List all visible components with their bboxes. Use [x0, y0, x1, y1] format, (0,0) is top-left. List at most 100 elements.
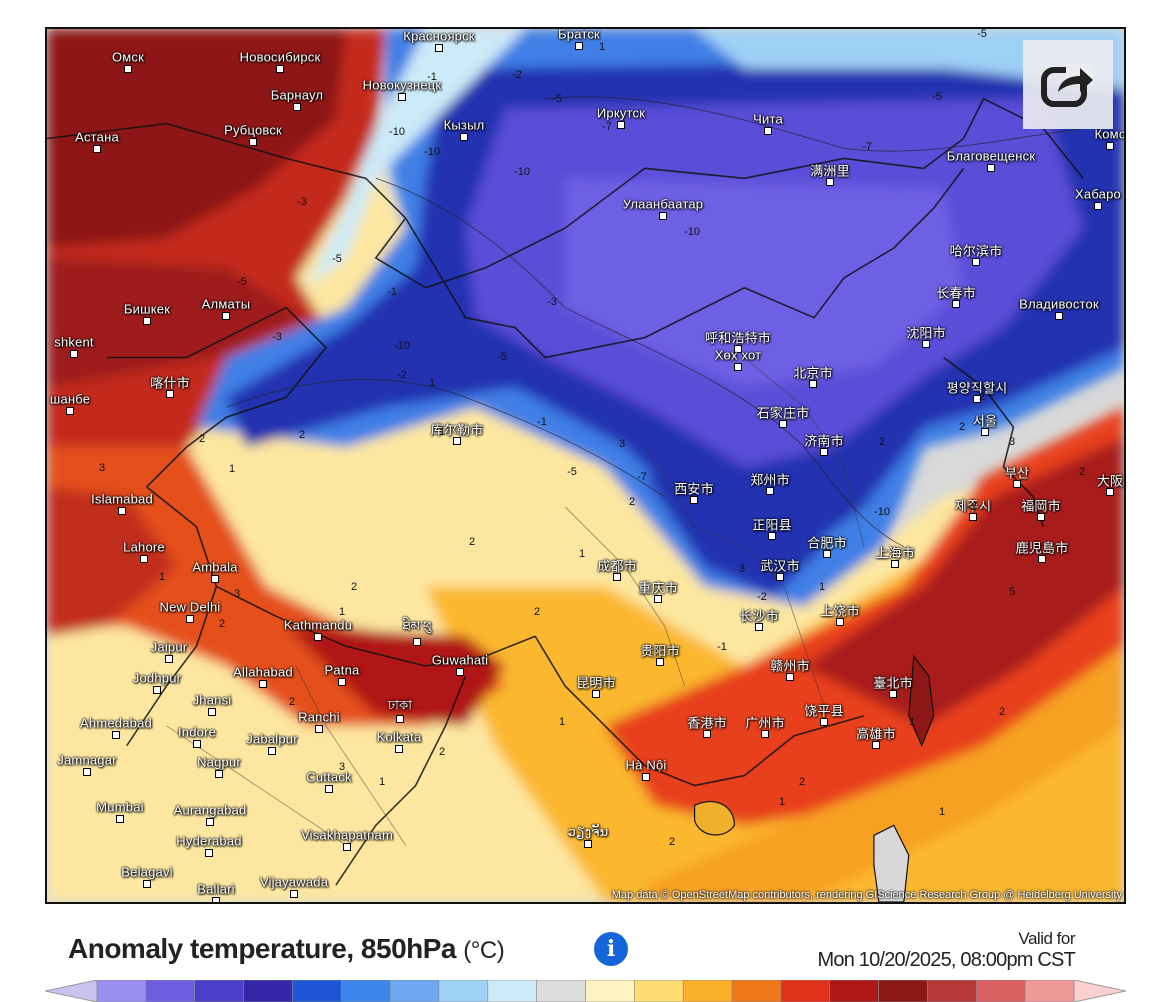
contour-label: 1 — [938, 806, 946, 818]
city-marker — [66, 407, 74, 415]
city-marker — [124, 65, 132, 73]
place-irkutsk: Иркутск — [596, 105, 646, 121]
contour-label: -1 — [427, 71, 437, 83]
city-marker — [343, 843, 351, 851]
place-krasnoyarsk: Красноярск — [403, 28, 475, 44]
scale-swatch — [389, 980, 440, 1002]
place-jeju: 제주시 — [954, 498, 992, 514]
scale-swatch — [243, 980, 293, 1002]
contour-label: 2 — [958, 421, 966, 433]
contour-label: 3 — [338, 761, 346, 773]
place-hongkong: 香港市 — [687, 715, 727, 731]
scale-swatch — [487, 980, 537, 1002]
scale-swatch — [96, 980, 147, 1002]
city-marker — [211, 575, 219, 583]
place-patna: Patna — [324, 662, 360, 678]
city-marker — [891, 560, 899, 568]
place-raoping: 饶平县 — [804, 703, 844, 719]
place-tashkent: shkent — [54, 334, 94, 350]
weather-map[interactable]: Омск Новосибирск Красноярск Братск Новокузне… — [45, 27, 1126, 904]
scale-swatch — [878, 980, 928, 1002]
place-indore: Indore — [177, 724, 217, 740]
place-vijayawada: Vijayawada — [259, 874, 329, 890]
city-marker — [276, 65, 284, 73]
city-marker — [1106, 488, 1114, 496]
contour-label: 1 — [428, 377, 436, 389]
place-kunming: 昆明市 — [576, 675, 616, 691]
city-marker — [575, 42, 583, 50]
city-marker — [118, 507, 126, 515]
city-marker — [809, 380, 817, 388]
place-changsha: 长沙市 — [739, 608, 779, 624]
contour-label: -10 — [684, 226, 700, 238]
map-attribution: Map data © OpenStreetMap contributors, r… — [611, 889, 1122, 901]
city-marker — [820, 718, 828, 726]
city-marker — [734, 363, 742, 371]
info-icon[interactable]: i — [594, 932, 628, 966]
legend-title: Anomaly temperature, 850hPa (°C) — [68, 933, 505, 965]
share-button[interactable] — [1023, 40, 1113, 129]
contour-label: 2 — [878, 436, 886, 448]
place-guwahati: Guwahati — [431, 652, 489, 668]
contour-label: 3 — [738, 563, 746, 575]
city-marker — [734, 345, 742, 353]
place-korla: 库尔勒市 — [430, 422, 484, 438]
place-hefei: 合肥市 — [807, 535, 847, 551]
place-chengdu: 成都市 — [597, 558, 637, 574]
contour-label: 2 — [438, 746, 446, 758]
city-marker — [776, 573, 784, 581]
contour-label: 3 — [1008, 436, 1016, 448]
city-marker — [435, 44, 443, 52]
place-khabarovsk: Хабаро — [1075, 186, 1121, 202]
place-komso: Комс — [1094, 126, 1126, 142]
city-marker — [165, 655, 173, 663]
contour-label: -5 — [552, 93, 562, 105]
city-marker — [1013, 480, 1021, 488]
place-kathmandu: Kathmandu — [283, 617, 353, 633]
contour-label: -5 — [977, 28, 987, 40]
city-marker — [222, 312, 230, 320]
place-ambala: Ambala — [192, 559, 238, 575]
city-marker — [768, 532, 776, 540]
scale-swatch — [780, 980, 831, 1002]
city-marker — [1106, 142, 1114, 150]
city-marker — [972, 258, 980, 266]
place-vladivostok: Владивосток — [1019, 296, 1099, 312]
place-kyzyl: Кызыл — [443, 117, 485, 133]
color-scale — [45, 980, 1126, 1002]
contour-label: -5 — [567, 466, 577, 478]
city-marker — [338, 678, 346, 686]
share-export-icon — [1041, 63, 1094, 107]
place-shanghai: 上海市 — [875, 545, 915, 561]
city-marker — [293, 103, 301, 111]
place-harbin: 哈尔滨市 — [949, 243, 1003, 259]
place-jodhpur: Jodhpur — [132, 670, 182, 686]
city-marker — [112, 731, 120, 739]
contour-label: 5 — [1008, 586, 1016, 598]
temperature-anomaly-field — [47, 29, 1124, 902]
city-marker — [325, 785, 333, 793]
city-marker — [186, 615, 194, 623]
contour-label: -10 — [394, 340, 410, 352]
valid-label: Valid for — [1018, 929, 1075, 948]
contour-label: 1 — [818, 581, 826, 593]
place-nagpur: Nagpur — [197, 754, 241, 770]
contour-label: -5 — [237, 276, 247, 288]
scale-swatch — [927, 980, 977, 1002]
contour-label: 3 — [618, 438, 626, 450]
city-marker — [456, 668, 464, 676]
contour-label: 1 — [378, 776, 386, 788]
contour-label: -1 — [537, 416, 547, 428]
scale-swatch — [145, 980, 195, 1002]
place-astana: Астана — [75, 129, 119, 145]
city-marker — [205, 849, 213, 857]
place-ganzhou: 赣州市 — [770, 658, 810, 674]
place-shenyang: 沈阳市 — [906, 325, 946, 341]
place-changchun: 长春市 — [936, 285, 976, 301]
scale-swatch — [975, 980, 1026, 1002]
city-marker — [453, 437, 461, 445]
city-marker — [766, 487, 774, 495]
place-islamabad: Islamabad — [91, 491, 153, 507]
city-marker — [153, 686, 161, 694]
place-novosibirsk: Новосибирск — [239, 49, 321, 65]
